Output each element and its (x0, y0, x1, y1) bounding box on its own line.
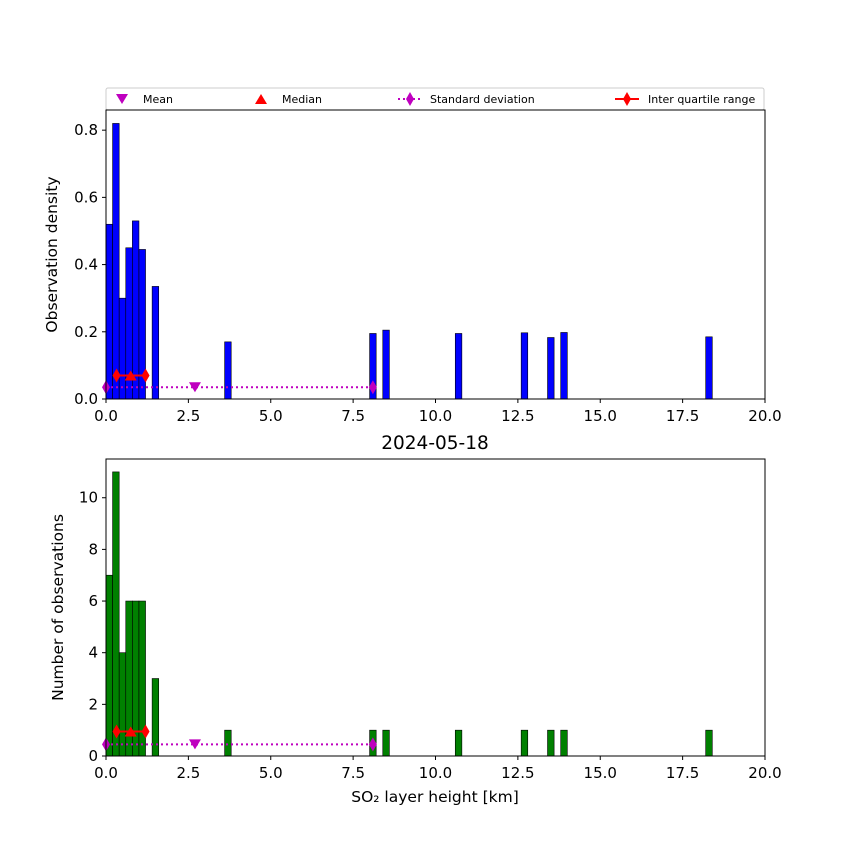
density-y-ticks: 0.0 0.2 0.4 0.6 0.8 (74, 121, 106, 408)
density-y-tick-label: 0.0 (74, 390, 98, 408)
count-bar (118, 652, 127, 757)
density-y-tick-label: 0.4 (74, 256, 98, 274)
count-plot-frame (105, 458, 766, 757)
density-y-axis-label: Observation density (43, 176, 61, 332)
count-y-tick-label: 6 (88, 592, 98, 610)
density-x-tick-label: 17.5 (666, 407, 699, 425)
density-x-tick-label: 10.0 (419, 407, 452, 425)
count-x-tick-label: 2.5 (176, 764, 200, 782)
count-median-marker (124, 726, 137, 737)
density-mean-marker (188, 382, 201, 393)
density-median-marker (124, 370, 137, 381)
count-mean-marker (188, 739, 201, 750)
density-x-tick-label: 15.0 (584, 407, 617, 425)
density-x-tick-label: 20.0 (748, 407, 781, 425)
count-std-marker (368, 737, 377, 752)
count-y-tick-label: 10 (79, 489, 98, 507)
count-bar (382, 729, 390, 757)
density-y-tick-label: 0.2 (74, 323, 98, 341)
legend-iqr-label: Inter quartile range (648, 93, 755, 106)
count-x-tick-label: 12.5 (501, 764, 534, 782)
count-x-tick-label: 0.0 (94, 764, 118, 782)
std-diamond-icon (406, 92, 414, 106)
density-bar (705, 336, 713, 400)
density-bar (547, 337, 555, 400)
iqr-diamond-icon (623, 92, 631, 106)
density-bar (112, 123, 120, 400)
density-y-tick-label: 0.6 (74, 188, 98, 206)
legend-median-entry: Median (255, 93, 322, 106)
count-x-tick-label: 7.5 (341, 764, 365, 782)
density-x-tick-label: 0.0 (94, 407, 118, 425)
density-bar (560, 332, 568, 400)
count-x-tick-label: 5.0 (259, 764, 283, 782)
count-x-axis-label: SO₂ layer height [km] (351, 788, 519, 806)
count-y-axis-label: Number of observations (49, 514, 67, 701)
count-histogram: 2024-05-18 0.0 2.5 5.0 7.5 10.0 12.5 15.0 17.5 2… (49, 433, 782, 806)
count-y-tick-label: 0 (88, 747, 98, 765)
density-bar (118, 297, 127, 400)
count-iqr-marker (141, 724, 150, 739)
density-std-marker (368, 380, 377, 395)
density-y-tick-label: 0.8 (74, 121, 98, 139)
density-bar (132, 220, 140, 400)
density-bar (382, 329, 390, 400)
density-bar (105, 223, 113, 400)
legend-mean-entry: Mean (116, 93, 173, 106)
legend-std-entry: Standard deviation (398, 92, 535, 106)
count-x-tick-label: 20.0 (748, 764, 781, 782)
count-y-tick-label: 8 (88, 540, 98, 558)
density-histogram: 0.0 2.5 5.0 7.5 10.0 12.5 15.0 17.5 20.0 0.00.20… (43, 109, 782, 425)
density-bar (224, 341, 232, 400)
count-bar (112, 471, 120, 757)
density-bar (151, 286, 160, 400)
count-y-ticks: 0 2 4 6 8 10 (79, 489, 106, 765)
count-y-tick-label: 2 (88, 695, 98, 713)
density-iqr-marker (141, 368, 150, 383)
count-bar (520, 729, 529, 757)
density-x-ticks: 0.0 2.5 5.0 7.5 10.0 12.5 15.0 17.5 20.0 (94, 399, 782, 425)
legend-mean-label: Mean (143, 93, 173, 106)
count-bar (105, 574, 113, 757)
density-bar (454, 333, 463, 400)
density-x-tick-label: 2.5 (176, 407, 200, 425)
density-iqr-marker (112, 368, 121, 383)
count-stats-overlay (102, 724, 377, 752)
count-bar (560, 729, 568, 757)
count-x-tick-label: 15.0 (584, 764, 617, 782)
count-bar (224, 729, 232, 757)
count-y-tick-label: 4 (88, 644, 98, 662)
legend: Mean Median Standard deviation Inter qua… (105, 87, 765, 111)
count-iqr-marker (112, 724, 121, 739)
count-x-tick-label: 17.5 (666, 764, 699, 782)
density-bars (105, 123, 713, 400)
density-bar (520, 332, 529, 400)
legend-iqr-entry: Inter quartile range (615, 92, 755, 106)
count-x-tick-label: 10.0 (419, 764, 452, 782)
legend-std-label: Standard deviation (430, 93, 535, 106)
legend-median-label: Median (282, 93, 322, 106)
density-x-tick-label: 5.0 (259, 407, 283, 425)
median-marker-icon (255, 94, 267, 104)
count-bar (705, 729, 713, 757)
count-x-ticks: 0.0 2.5 5.0 7.5 10.0 12.5 15.0 17.5 20.0 (94, 756, 782, 782)
density-x-tick-label: 12.5 (501, 407, 534, 425)
count-bar (454, 729, 463, 757)
density-plot-frame (105, 109, 766, 400)
count-bar (547, 729, 555, 757)
count-bars (105, 471, 713, 757)
density-x-tick-label: 7.5 (341, 407, 365, 425)
chart-title: 2024-05-18 (381, 433, 489, 454)
mean-marker-icon (116, 94, 128, 104)
